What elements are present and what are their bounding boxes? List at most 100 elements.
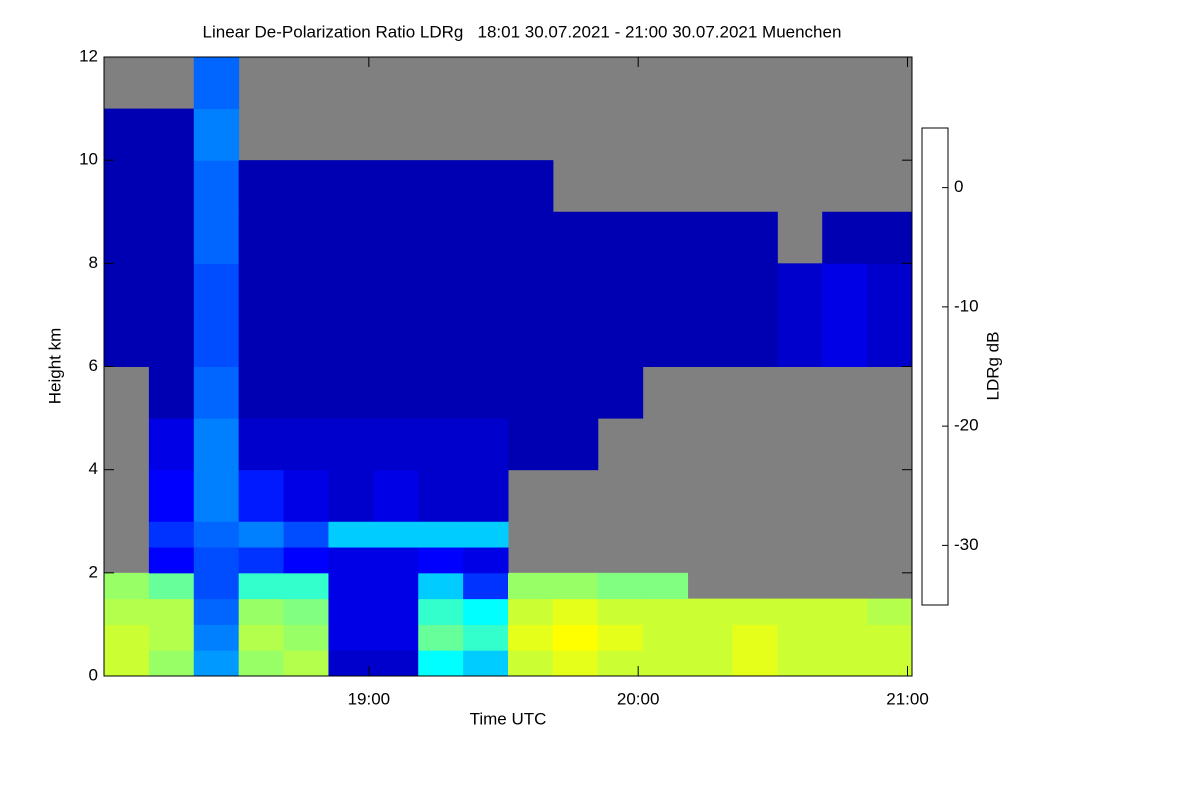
colorbar-tick-label: 0 <box>954 177 963 196</box>
cell <box>283 521 329 548</box>
cell <box>418 211 464 264</box>
cell <box>193 108 240 161</box>
cell <box>822 314 868 367</box>
cell <box>238 418 285 471</box>
y-tick-label: 0 <box>89 665 98 684</box>
cell <box>373 263 419 316</box>
cell <box>867 211 913 264</box>
y-tick-label: 6 <box>89 356 98 375</box>
cell <box>552 263 599 316</box>
cell <box>328 366 374 419</box>
cell <box>597 211 644 264</box>
cell <box>552 572 599 600</box>
cell <box>238 598 285 625</box>
cell <box>373 469 419 522</box>
cell <box>822 598 868 625</box>
cell <box>463 547 509 574</box>
cell <box>193 211 240 264</box>
cell <box>328 650 374 677</box>
cell <box>104 160 150 213</box>
cell <box>418 547 464 574</box>
cell <box>283 263 329 316</box>
cell <box>193 624 240 651</box>
cell <box>687 624 733 651</box>
cell <box>777 598 823 625</box>
cell <box>148 521 195 548</box>
colorbar-tick-label: -20 <box>954 416 979 435</box>
cell <box>463 314 509 367</box>
cell <box>463 572 509 600</box>
cell <box>597 598 644 625</box>
cell <box>642 598 689 625</box>
cell <box>148 263 195 316</box>
cell <box>463 650 509 677</box>
cell <box>104 314 150 367</box>
cell <box>193 650 240 677</box>
cell <box>732 211 778 264</box>
cell <box>687 263 733 316</box>
cell <box>238 366 285 419</box>
cell <box>777 624 823 651</box>
cell <box>508 314 554 367</box>
cell <box>508 366 554 419</box>
cell <box>193 469 240 522</box>
cell <box>148 598 195 625</box>
x-axis-label: Time UTC <box>470 709 547 728</box>
cell <box>508 650 554 677</box>
cell <box>283 598 329 625</box>
y-tick-label: 12 <box>79 46 98 65</box>
cell <box>148 418 195 471</box>
cell <box>642 624 689 651</box>
cell <box>687 211 733 264</box>
cell <box>373 211 419 264</box>
cell <box>687 598 733 625</box>
cell <box>687 314 733 367</box>
cell <box>328 314 374 367</box>
cell <box>508 418 554 471</box>
cell <box>373 160 419 213</box>
cell <box>283 624 329 651</box>
cell <box>822 211 868 264</box>
cell <box>104 263 150 316</box>
cell <box>193 418 240 471</box>
cell <box>193 547 240 574</box>
cell <box>328 160 374 213</box>
y-tick-label: 2 <box>89 562 98 581</box>
cell <box>732 650 778 677</box>
cell <box>193 263 240 316</box>
cell <box>238 211 285 264</box>
cell <box>463 598 509 625</box>
cell <box>418 160 464 213</box>
cell <box>373 521 419 548</box>
cell <box>508 263 554 316</box>
cell <box>283 547 329 574</box>
cell <box>238 521 285 548</box>
cell <box>597 650 644 677</box>
y-tick-label: 10 <box>79 150 98 169</box>
cell <box>104 598 150 625</box>
cell <box>373 418 419 471</box>
cell <box>373 314 419 367</box>
cell <box>508 572 554 600</box>
cell <box>508 624 554 651</box>
cell <box>328 572 374 600</box>
cell <box>508 598 554 625</box>
cell <box>642 314 689 367</box>
cell <box>328 211 374 264</box>
cell <box>328 624 374 651</box>
cell <box>238 263 285 316</box>
cell <box>642 211 689 264</box>
colorbar-label: LDRg dB <box>983 332 1002 401</box>
cell <box>552 211 599 264</box>
cell <box>552 598 599 625</box>
cell <box>463 211 509 264</box>
cell <box>373 366 419 419</box>
cell <box>238 572 285 600</box>
cell <box>148 547 195 574</box>
cell <box>238 650 285 677</box>
cell <box>418 418 464 471</box>
cell <box>867 314 913 367</box>
cell <box>148 469 195 522</box>
cell <box>104 108 150 161</box>
cell <box>732 314 778 367</box>
